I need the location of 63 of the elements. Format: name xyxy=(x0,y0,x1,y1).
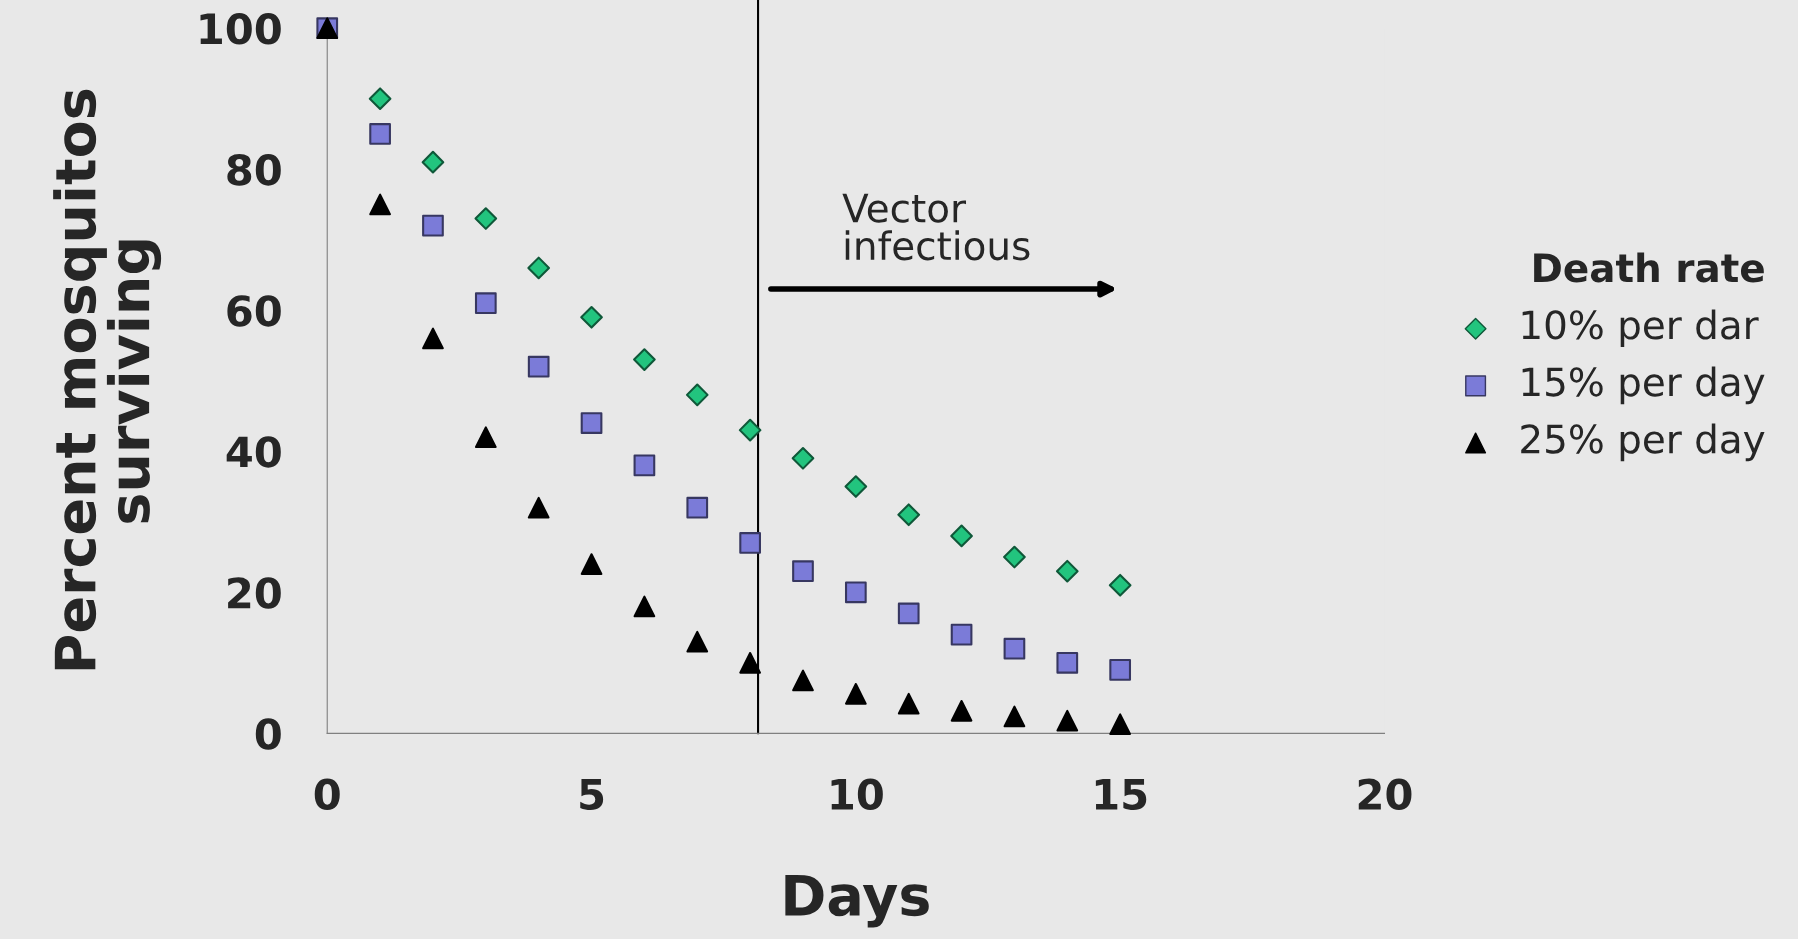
x-tick-label: 15 xyxy=(1095,779,1147,811)
point xyxy=(527,355,550,378)
point xyxy=(369,193,391,216)
x-tick-label: 5 xyxy=(580,779,604,811)
point xyxy=(422,214,444,237)
y-tick-label: 100 xyxy=(200,13,281,45)
point xyxy=(844,475,868,498)
point xyxy=(738,418,762,442)
point xyxy=(792,560,814,583)
point xyxy=(1109,713,1132,736)
y-tick-label: 40 xyxy=(226,436,281,468)
point xyxy=(527,496,550,519)
point xyxy=(580,305,603,329)
point xyxy=(368,87,392,111)
point xyxy=(950,699,973,722)
legend-label: 10% per dar xyxy=(1522,309,1759,348)
point xyxy=(474,292,497,315)
y-tick-label: 60 xyxy=(227,295,281,327)
point xyxy=(950,623,973,646)
point xyxy=(791,446,815,470)
legend-label: 25% per day xyxy=(1521,423,1765,462)
point xyxy=(421,150,445,174)
point xyxy=(685,383,709,407)
point xyxy=(1003,637,1026,660)
point xyxy=(580,412,603,434)
y-axis-title: Percent mosquitos surviving xyxy=(53,89,162,670)
point xyxy=(686,630,709,653)
y-tick-label: 80 xyxy=(227,154,281,186)
point xyxy=(633,595,656,618)
point xyxy=(474,207,498,230)
point xyxy=(739,651,761,674)
y-tick-label: 20 xyxy=(228,577,281,609)
x-tick-label: 10 xyxy=(831,778,883,811)
point xyxy=(1109,659,1132,681)
point xyxy=(897,602,920,625)
point xyxy=(686,496,709,519)
point xyxy=(474,426,497,449)
legend-label: 15% per day xyxy=(1522,366,1765,405)
legend-title: Death rate xyxy=(1534,252,1764,283)
x-tick-label: 20 xyxy=(1358,778,1412,811)
point xyxy=(950,524,973,548)
point xyxy=(844,581,867,604)
point xyxy=(739,532,761,554)
point xyxy=(897,503,921,527)
point xyxy=(1108,573,1132,597)
point xyxy=(580,553,603,575)
point xyxy=(633,348,656,371)
point xyxy=(422,327,444,350)
point xyxy=(1056,651,1079,674)
point xyxy=(1003,545,1026,569)
point xyxy=(633,454,656,477)
x-axis-title: Days xyxy=(785,874,929,928)
point xyxy=(369,123,391,145)
y-tick-label: 0 xyxy=(255,718,281,750)
point xyxy=(1056,709,1079,732)
point xyxy=(792,669,814,692)
annotation: Vector infectious xyxy=(842,193,1030,261)
point xyxy=(897,692,920,715)
point xyxy=(844,683,867,705)
point xyxy=(527,256,551,280)
point xyxy=(1055,559,1079,583)
point xyxy=(1003,705,1026,728)
x-tick-label: 0 xyxy=(314,778,340,811)
